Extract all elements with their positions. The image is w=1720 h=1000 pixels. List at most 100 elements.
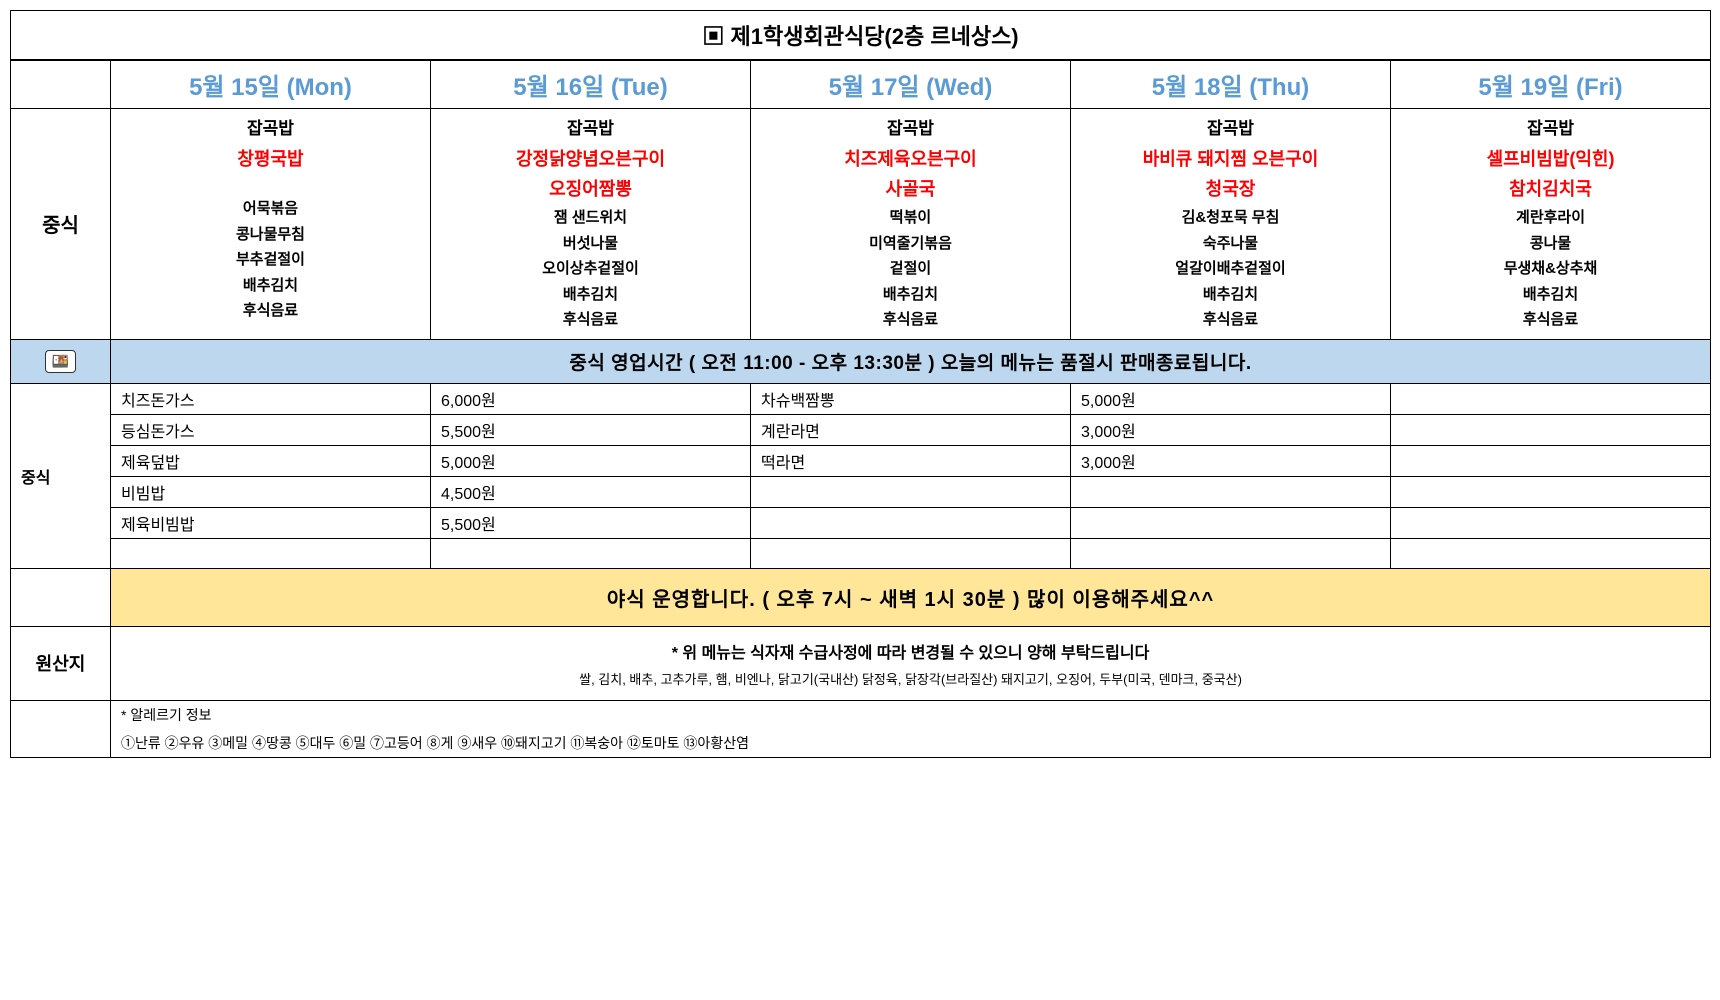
price-value: 3,000원 bbox=[1071, 445, 1391, 476]
price-value bbox=[431, 538, 751, 568]
price-item: 치즈돈가스 bbox=[111, 383, 431, 414]
page-title: ▣ 제1학생회관식당(2층 르네상스) bbox=[11, 11, 1711, 61]
menu-side: 계란후라이 bbox=[1395, 205, 1706, 231]
title-row: ▣ 제1학생회관식당(2층 르네상스) bbox=[11, 11, 1711, 61]
menu-side: 배추김치 bbox=[435, 282, 746, 308]
menu-side: 무생채&상추채 bbox=[1395, 256, 1706, 282]
menu-rice: 잡곡밥 bbox=[1395, 115, 1706, 144]
allergy-items-row: ①난류 ②우유 ③메밀 ④땅콩 ⑤대두 ⑥밀 ⑦고등어 ⑧게 ⑨새우 ⑩돼지고기… bbox=[11, 729, 1711, 758]
menu-side: 잼 샌드위치 bbox=[435, 205, 746, 231]
price-value bbox=[1071, 507, 1391, 538]
lunch-menu-row: 중식 잡곡밥 창평국밥 어묵볶음 콩나물무침 부추겉절이 배추김치 후식음료 잡… bbox=[11, 109, 1711, 340]
date-header-thu: 5월 18일 (Thu) bbox=[1071, 60, 1391, 109]
menu-side: 어묵볶음 bbox=[115, 196, 426, 222]
menu-main: 사골국 bbox=[755, 174, 1066, 205]
menu-side: 후식음료 bbox=[1075, 307, 1386, 333]
price-item: 떡라면 bbox=[751, 445, 1071, 476]
menu-side: 후식음료 bbox=[115, 298, 426, 324]
price-value: 5,000원 bbox=[1071, 383, 1391, 414]
menu-main: 참치김치국 bbox=[1395, 174, 1706, 205]
menu-side: 배추김치 bbox=[1395, 282, 1706, 308]
menu-side: 버섯나물 bbox=[435, 231, 746, 257]
price-value: 5,500원 bbox=[431, 507, 751, 538]
origin-notice: * 위 메뉴는 식자재 수급사정에 따라 변경될 수 있으니 양해 부탁드립니다 bbox=[123, 639, 1698, 663]
menu-rice: 잡곡밥 bbox=[755, 115, 1066, 144]
menu-side: 겉절이 bbox=[755, 256, 1066, 282]
menu-document: ▣ 제1학생회관식당(2층 르네상스) 5월 15일 (Mon) 5월 16일 … bbox=[10, 10, 1710, 758]
date-header-tue: 5월 16일 (Tue) bbox=[431, 60, 751, 109]
menu-side: 오이상추겉절이 bbox=[435, 256, 746, 282]
menu-side: 후식음료 bbox=[1395, 307, 1706, 333]
price-item: 차슈백짬뽕 bbox=[751, 383, 1071, 414]
allergy-items: ①난류 ②우유 ③메밀 ④땅콩 ⑤대두 ⑥밀 ⑦고등어 ⑧게 ⑨새우 ⑩돼지고기… bbox=[111, 729, 1711, 758]
price-row-1: 중식 치즈돈가스 6,000원 차슈백짬뽕 5,000원 bbox=[11, 383, 1711, 414]
lunch-label: 중식 bbox=[11, 109, 111, 340]
menu-side: 부추겉절이 bbox=[115, 247, 426, 273]
allergy-label: * 알레르기 정보 bbox=[111, 700, 1711, 729]
price-item: 등심돈가스 bbox=[111, 414, 431, 445]
price-row-6 bbox=[11, 538, 1711, 568]
menu-side: 배추김치 bbox=[115, 273, 426, 299]
origin-label: 원산지 bbox=[11, 626, 111, 700]
date-header-wed: 5월 17일 (Wed) bbox=[751, 60, 1071, 109]
allergy-blank bbox=[11, 700, 111, 757]
price-item bbox=[751, 538, 1071, 568]
menu-main: 청국장 bbox=[1075, 174, 1386, 205]
menu-rice: 잡곡밥 bbox=[435, 115, 746, 144]
date-header-mon: 5월 15일 (Mon) bbox=[111, 60, 431, 109]
menu-tue: 잡곡밥 강정닭양념오븐구이 오징어짬뽕 잼 샌드위치 버섯나물 오이상추겉절이 … bbox=[431, 109, 751, 340]
menu-side: 후식음료 bbox=[755, 307, 1066, 333]
date-header-row: 5월 15일 (Mon) 5월 16일 (Tue) 5월 17일 (Wed) 5… bbox=[11, 60, 1711, 109]
menu-rice: 잡곡밥 bbox=[1075, 115, 1386, 144]
menu-fri: 잡곡밥 셀프비빔밥(익힌) 참치김치국 계란후라이 콩나물 무생채&상추채 배추… bbox=[1391, 109, 1711, 340]
night-notice: 야식 운영합니다. ( 오후 7시 ~ 새벽 1시 30분 ) 많이 이용해주세… bbox=[111, 568, 1711, 626]
price-item: 계란라면 bbox=[751, 414, 1071, 445]
price-value: 5,500원 bbox=[431, 414, 751, 445]
menu-wed: 잡곡밥 치즈제육오븐구이 사골국 떡볶이 미역줄기볶음 겉절이 배추김치 후식음… bbox=[751, 109, 1071, 340]
price-value: 4,500원 bbox=[431, 476, 751, 507]
price-row-5: 제육비빔밥 5,500원 bbox=[11, 507, 1711, 538]
allergy-label-row: * 알레르기 정보 bbox=[11, 700, 1711, 729]
menu-side: 김&청포묵 무침 bbox=[1075, 205, 1386, 231]
menu-mon: 잡곡밥 창평국밥 어묵볶음 콩나물무침 부추겉절이 배추김치 후식음료 bbox=[111, 109, 431, 340]
menu-table: ▣ 제1학생회관식당(2층 르네상스) 5월 15일 (Mon) 5월 16일 … bbox=[10, 10, 1711, 758]
price-row-2: 등심돈가스 5,500원 계란라면 3,000원 bbox=[11, 414, 1711, 445]
menu-thu: 잡곡밥 바비큐 돼지찜 오븐구이 청국장 김&청포묵 무침 숙주나물 얼갈이배추… bbox=[1071, 109, 1391, 340]
price-item: 제육비빔밥 bbox=[111, 507, 431, 538]
price-item: 제육덮밥 bbox=[111, 445, 431, 476]
lunch2-label: 중식 bbox=[11, 383, 111, 568]
menu-main: 창평국밥 bbox=[115, 144, 426, 175]
price-blank bbox=[1391, 445, 1711, 476]
price-row-4: 비빔밥 4,500원 bbox=[11, 476, 1711, 507]
menu-side: 후식음료 bbox=[435, 307, 746, 333]
lunch-hours-notice: 중식 영업시간 ( 오전 11:00 - 오후 13:30분 ) 오늘의 메뉴는… bbox=[111, 339, 1711, 383]
night-notice-row: 야식 운영합니다. ( 오후 7시 ~ 새벽 1시 30분 ) 많이 이용해주세… bbox=[11, 568, 1711, 626]
price-item: 비빔밥 bbox=[111, 476, 431, 507]
menu-side: 콩나물무침 bbox=[115, 222, 426, 248]
price-value: 6,000원 bbox=[431, 383, 751, 414]
menu-side: 미역줄기볶음 bbox=[755, 231, 1066, 257]
price-value bbox=[1071, 538, 1391, 568]
date-header-blank bbox=[11, 60, 111, 109]
menu-main: 바비큐 돼지찜 오븐구이 bbox=[1075, 144, 1386, 175]
menu-main: 강정닭양념오븐구이 bbox=[435, 144, 746, 175]
price-row-3: 제육덮밥 5,000원 떡라면 3,000원 bbox=[11, 445, 1711, 476]
price-blank bbox=[1391, 414, 1711, 445]
price-value: 3,000원 bbox=[1071, 414, 1391, 445]
origin-row: 원산지 * 위 메뉴는 식자재 수급사정에 따라 변경될 수 있으니 양해 부탁… bbox=[11, 626, 1711, 700]
menu-side: 숙주나물 bbox=[1075, 231, 1386, 257]
price-item bbox=[751, 507, 1071, 538]
menu-main: 오징어짬뽕 bbox=[435, 174, 746, 205]
food-icon: 🍱 bbox=[45, 350, 76, 373]
menu-side: 떡볶이 bbox=[755, 205, 1066, 231]
price-blank bbox=[1391, 383, 1711, 414]
price-blank bbox=[1391, 538, 1711, 568]
menu-rice: 잡곡밥 bbox=[115, 115, 426, 144]
price-blank bbox=[1391, 476, 1711, 507]
food-icon-cell: 🍱 bbox=[11, 339, 111, 383]
night-label-blank bbox=[11, 568, 111, 626]
menu-side: 얼갈이배추겉절이 bbox=[1075, 256, 1386, 282]
price-value bbox=[1071, 476, 1391, 507]
lunch-hours-row: 🍱 중식 영업시간 ( 오전 11:00 - 오후 13:30분 ) 오늘의 메… bbox=[11, 339, 1711, 383]
menu-side: 배추김치 bbox=[755, 282, 1066, 308]
